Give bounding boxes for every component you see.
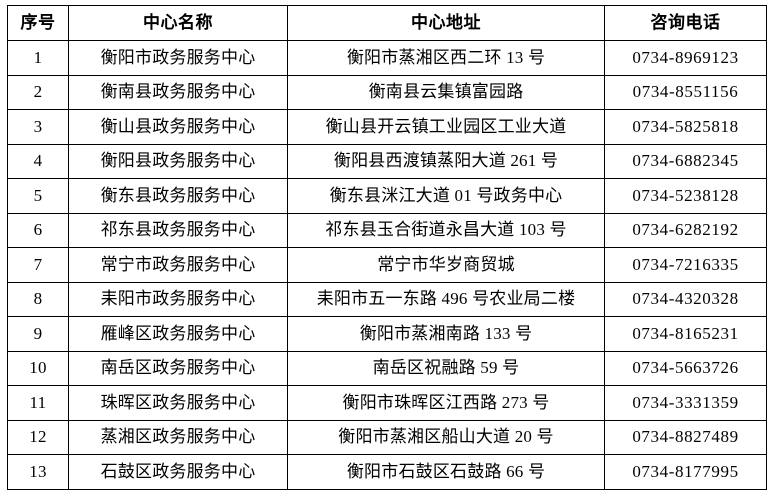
column-header-address: 中心地址 (287, 5, 605, 41)
column-header-phone: 咨询电话 (604, 5, 767, 41)
cell-name: 耒阳市政务服务中心 (68, 281, 288, 317)
cell-index: 10 (7, 350, 69, 386)
cell-phone: 0734-4320328 (604, 281, 767, 317)
cell-addr: 耒阳市五一东路 496 号农业局二楼 (287, 281, 605, 317)
cell-name: 衡阳市政务服务中心 (68, 40, 288, 76)
column-header-name: 中心名称 (68, 5, 288, 41)
cell-name: 衡南县政务服务中心 (68, 74, 288, 110)
cell-phone: 0734-8177995 (604, 454, 767, 490)
table-row: 1 衡阳市政务服务中心 衡阳市蒸湘区西二环 13 号 0734-8969123 (7, 40, 767, 76)
cell-phone: 0734-8551156 (604, 74, 767, 110)
cell-index: 1 (7, 40, 69, 76)
cell-phone: 0734-8969123 (604, 40, 767, 76)
cell-index: 2 (7, 74, 69, 110)
table-body: 1 衡阳市政务服务中心 衡阳市蒸湘区西二环 13 号 0734-8969123 2 衡南县… (7, 40, 767, 490)
table-row: 8 耒阳市政务服务中心 耒阳市五一东路 496 号农业局二楼 0734-4320328 (7, 281, 767, 317)
cell-name: 雁峰区政务服务中心 (68, 316, 288, 352)
cell-addr: 衡南县云集镇富园路 (287, 74, 605, 110)
cell-index: 3 (7, 109, 69, 145)
table-row: 12 蒸湘区政务服务中心 衡阳市蒸湘区船山大道 20 号 0734-8827489 (7, 419, 767, 455)
table-row: 10 南岳区政务服务中心 南岳区祝融路 59 号 0734-5663726 (7, 350, 767, 386)
cell-name: 常宁市政务服务中心 (68, 247, 288, 283)
table-row: 2 衡南县政务服务中心 衡南县云集镇富园路 0734-8551156 (7, 74, 767, 110)
table-row: 4 衡阳县政务服务中心 衡阳县西渡镇蒸阳大道 261 号 0734-6882345 (7, 143, 767, 179)
cell-name: 衡东县政务服务中心 (68, 178, 288, 214)
cell-phone: 0734-5663726 (604, 350, 767, 386)
cell-phone: 0734-8827489 (604, 419, 767, 455)
cell-index: 4 (7, 143, 69, 179)
column-header-index: 序号 (7, 5, 69, 41)
cell-phone: 0734-7216335 (604, 247, 767, 283)
cell-index: 8 (7, 281, 69, 317)
cell-phone: 0734-5825818 (604, 109, 767, 145)
cell-name: 蒸湘区政务服务中心 (68, 419, 288, 455)
cell-addr: 衡阳市珠晖区江西路 273 号 (287, 385, 605, 421)
table-row: 6 祁东县政务服务中心 祁东县玉合街道永昌大道 103 号 0734-6282192 (7, 212, 767, 248)
table-row: 13 石鼓区政务服务中心 衡阳市石鼓区石鼓路 66 号 0734-8177995 (7, 454, 767, 490)
cell-addr: 常宁市华岁商贸城 (287, 247, 605, 283)
cell-index: 9 (7, 316, 69, 352)
table-header: 序号 中心名称 中心地址 咨询电话 (7, 5, 767, 41)
cell-addr: 南岳区祝融路 59 号 (287, 350, 605, 386)
cell-index: 7 (7, 247, 69, 283)
cell-index: 6 (7, 212, 69, 248)
cell-name: 衡阳县政务服务中心 (68, 143, 288, 179)
table-header-row: 序号 中心名称 中心地址 咨询电话 (7, 5, 767, 41)
table-row: 3 衡山县政务服务中心 衡山县开云镇工业园区工业大道 0734-5825818 (7, 109, 767, 145)
cell-index: 5 (7, 178, 69, 214)
cell-phone: 0734-5238128 (604, 178, 767, 214)
cell-name: 南岳区政务服务中心 (68, 350, 288, 386)
cell-addr: 衡阳县西渡镇蒸阳大道 261 号 (287, 143, 605, 179)
cell-phone: 0734-6882345 (604, 143, 767, 179)
table-row: 5 衡东县政务服务中心 衡东县洣江大道 01 号政务中心 0734-5238128 (7, 178, 767, 214)
table-row: 9 雁峰区政务服务中心 衡阳市蒸湘南路 133 号 0734-8165231 (7, 316, 767, 352)
cell-addr: 衡山县开云镇工业园区工业大道 (287, 109, 605, 145)
cell-addr: 衡阳市蒸湘区船山大道 20 号 (287, 419, 605, 455)
cell-addr: 祁东县玉合街道永昌大道 103 号 (287, 212, 605, 248)
cell-phone: 0734-6282192 (604, 212, 767, 248)
cell-name: 衡山县政务服务中心 (68, 109, 288, 145)
table-row: 11 珠晖区政务服务中心 衡阳市珠晖区江西路 273 号 0734-3331359 (7, 385, 767, 421)
cell-addr: 衡阳市蒸湘区西二环 13 号 (287, 40, 605, 76)
cell-addr: 衡阳市蒸湘南路 133 号 (287, 316, 605, 352)
cell-phone: 0734-8165231 (604, 316, 767, 352)
cell-name: 珠晖区政务服务中心 (68, 385, 288, 421)
cell-addr: 衡阳市石鼓区石鼓路 66 号 (287, 454, 605, 490)
cell-index: 13 (7, 454, 69, 490)
cell-name: 石鼓区政务服务中心 (68, 454, 288, 490)
cell-name: 祁东县政务服务中心 (68, 212, 288, 248)
table-row: 7 常宁市政务服务中心 常宁市华岁商贸城 0734-7216335 (7, 247, 767, 283)
cell-index: 11 (7, 385, 69, 421)
cell-phone: 0734-3331359 (604, 385, 767, 421)
service-centers-table: 序号 中心名称 中心地址 咨询电话 1 衡阳市政务服务中心 衡阳市蒸湘区西二环 13… (7, 5, 767, 490)
cell-addr: 衡东县洣江大道 01 号政务中心 (287, 178, 605, 214)
cell-index: 12 (7, 419, 69, 455)
